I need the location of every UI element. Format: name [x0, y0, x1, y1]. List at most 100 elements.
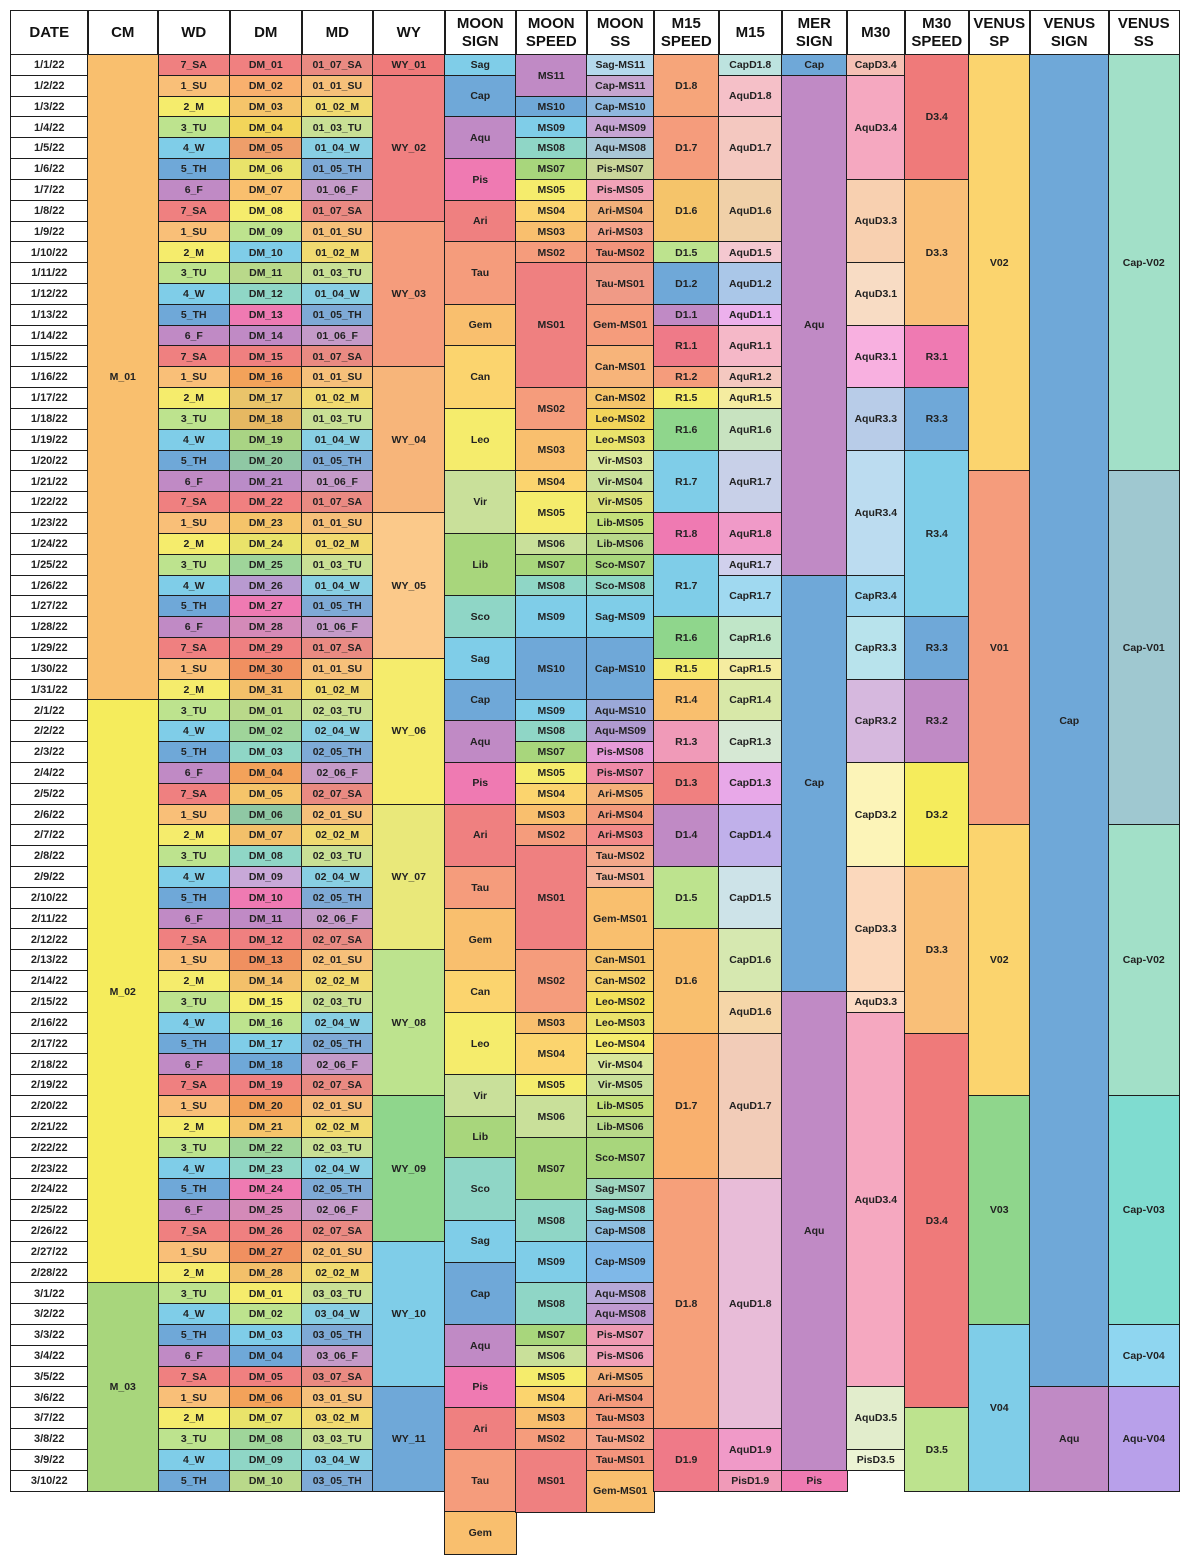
moon-speed-cell: MS07 — [515, 1324, 588, 1347]
m15-cell: AquR1.7 — [718, 553, 783, 576]
moon-ss-cell: Vir-MS05 — [586, 1074, 655, 1097]
moon-speed-cell: MS03 — [515, 428, 588, 472]
weekday-cell: 2_M — [157, 95, 231, 118]
weekday-cell: 6_F — [157, 1199, 231, 1222]
moon-sign-cell: Sco — [444, 595, 517, 639]
m30-speed-cell: D3.2 — [904, 761, 970, 868]
column-header-line1: MER — [797, 14, 831, 32]
month-day-cell: 01_03_TU — [301, 262, 374, 285]
date-cell: 1/19/22 — [10, 428, 89, 452]
weekday-cell: 1_SU — [157, 74, 231, 98]
m15-speed-cell: D1.8 — [653, 1178, 720, 1430]
month-day-cell: 02_07_SA — [301, 928, 374, 951]
moon-ss-cell: Sag-MS09 — [586, 595, 655, 639]
weekday-cell: 1_SU — [157, 1240, 231, 1264]
weekday-cell: 7_SA — [157, 1219, 231, 1243]
venus-sp-cell: V03 — [968, 1095, 1031, 1326]
month-day-cell: 02_02_M — [301, 1261, 374, 1284]
date-cell: 3/6/22 — [10, 1386, 89, 1409]
weekday-cell: 7_SA — [157, 199, 231, 223]
column-header: MOON SS — [586, 10, 655, 56]
date-cell: 1/1/22 — [10, 54, 89, 77]
column-header: VENUS SP — [968, 10, 1031, 56]
month-day-cell: 03_04_W — [301, 1448, 374, 1472]
m15-speed-cell: D1.6 — [653, 928, 720, 1035]
m30-cell: CapR3.4 — [846, 574, 906, 618]
date-cell: 1/10/22 — [10, 241, 89, 264]
m15-speed-cell: R1.6 — [653, 407, 720, 452]
venus-sp-cell: V04 — [968, 1324, 1031, 1493]
weekday-cell: 1_SU — [157, 949, 231, 972]
date-cell: 1/24/22 — [10, 532, 89, 556]
moon-ss-cell: Leo-MS04 — [586, 1032, 655, 1055]
weekday-cell: 1_SU — [157, 1386, 231, 1409]
date-cell: 2/22/22 — [10, 1136, 89, 1159]
weekday-cell: 6_F — [157, 324, 231, 347]
column-header-line2: SPEED — [660, 32, 712, 50]
weekday-cell: 7_SA — [157, 636, 231, 660]
m30-speed-cell: D3.4 — [904, 1032, 970, 1409]
moon-sign-cell: Leo — [444, 407, 517, 472]
date-cell: 2/21/22 — [10, 1115, 89, 1139]
column-header: VENUS SIGN — [1029, 10, 1110, 56]
m15-cell: AquR1.7 — [718, 449, 783, 514]
day-of-month-cell: DM_05 — [229, 1365, 303, 1388]
column-header: WY — [372, 10, 446, 56]
day-of-month-cell: DM_10 — [229, 241, 303, 264]
month-day-cell: 02_01_SU — [301, 1240, 374, 1264]
weekday-cell: 7_SA — [157, 54, 231, 77]
moon-sign-cell: Sag — [444, 636, 517, 681]
month-day-cell: 02_01_SU — [301, 949, 374, 972]
moon-sign-cell: Vir — [444, 1074, 517, 1118]
venus-sign-cell: Aqu — [1029, 1386, 1110, 1493]
day-of-month-cell: DM_12 — [229, 283, 303, 306]
m15-cell: AquD1.5 — [718, 241, 783, 264]
date-cell: 3/2/22 — [10, 1303, 89, 1326]
month-day-cell: 01_01_SU — [301, 220, 374, 243]
month-day-cell: 02_01_SU — [301, 1095, 374, 1118]
moon-ss-cell: Aqu-MS08 — [586, 1303, 655, 1326]
date-cell: 2/26/22 — [10, 1219, 89, 1243]
m30-speed-cell: D3.3 — [904, 865, 970, 1035]
month-day-cell: 01_02_M — [301, 241, 374, 264]
date-cell: 1/2/22 — [10, 74, 89, 98]
weekday-cell: 3_TU — [157, 990, 231, 1014]
moon-speed-cell: MS01 — [515, 1448, 588, 1513]
venus-sp-cell: V02 — [968, 824, 1031, 1097]
month-day-cell: 02_03_TU — [301, 845, 374, 868]
venus-ss-cell: Cap-V02 — [1108, 824, 1180, 1097]
moon-speed-cell: MS05 — [515, 178, 588, 202]
column-header-line2: SS — [610, 32, 631, 50]
day-of-month-cell: DM_21 — [229, 470, 303, 493]
moon-speed-cell: MS07 — [515, 553, 588, 576]
date-cell: 1/15/22 — [10, 345, 89, 368]
weekday-cell: 4_W — [157, 1157, 231, 1180]
moon-sign-cell: Cap — [444, 678, 517, 722]
date-cell: 2/17/22 — [10, 1032, 89, 1055]
date-cell: 1/17/22 — [10, 387, 89, 410]
mercury-sign-cell: Aqu — [781, 74, 848, 576]
moon-sign-cell: Pis — [444, 761, 517, 805]
month-day-cell: 01_02_M — [301, 678, 374, 701]
date-cell: 2/10/22 — [10, 886, 89, 910]
day-of-month-cell: DM_05 — [229, 137, 303, 160]
m15-cell: CapD1.8 — [718, 54, 783, 77]
mercury-sign-cell: Aqu — [781, 990, 848, 1472]
weekday-cell: 5_TH — [157, 1032, 231, 1055]
date-cell: 2/2/22 — [10, 720, 89, 743]
day-of-month-cell: DM_20 — [229, 1095, 303, 1118]
m15-speed-cell: D1.6 — [653, 178, 720, 243]
column-header: DATE — [10, 10, 89, 56]
moon-speed-cell: MS05 — [515, 1074, 588, 1097]
moon-speed-cell: MS10 — [515, 95, 588, 118]
date-cell: 1/6/22 — [10, 158, 89, 181]
date-cell: 2/6/22 — [10, 803, 89, 826]
month-day-cell: 03_01_SU — [301, 1386, 374, 1409]
moon-ss-cell: Aqu-MS09 — [586, 720, 655, 743]
day-of-month-cell: DM_30 — [229, 657, 303, 681]
weekday-cell: 2_M — [157, 387, 231, 410]
column-header: DM — [229, 10, 303, 56]
month-day-cell: 01_05_TH — [301, 595, 374, 618]
month-day-cell: 01_05_TH — [301, 158, 374, 181]
m15-cell: CapR1.3 — [718, 720, 783, 764]
